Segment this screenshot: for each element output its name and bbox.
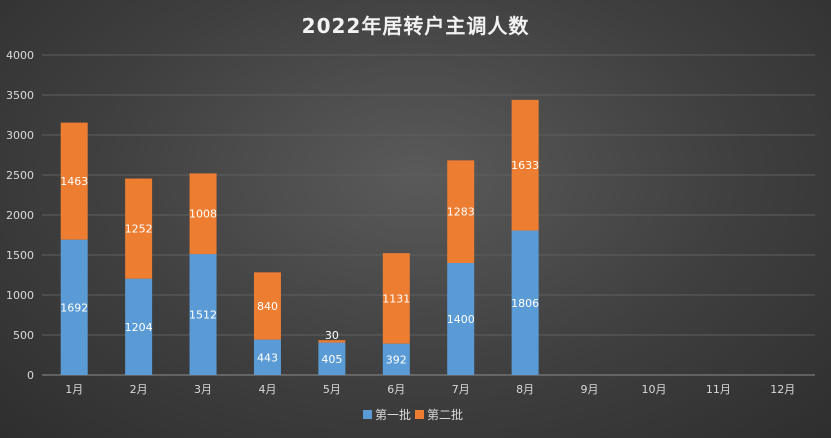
chart-title: 2022年居转户主调人数 [301, 14, 530, 38]
bars [60, 99, 539, 375]
bar-series2-8 [511, 99, 539, 231]
legend-swatch-2 [415, 410, 424, 419]
bar-series2-3 [189, 173, 217, 255]
y-axis-ticks: 0 500 1000 1500 2000 2500 3000 3500 4000 [6, 49, 34, 382]
x-axis-ticks: 1月 2月 3月 4月 5月 6月 7月 8月 9月 10月 11月 12月 [65, 383, 795, 396]
x-tick-label-7: 7月 [452, 383, 470, 396]
x-tick-label-12: 12月 [770, 383, 795, 396]
legend: 第一批 第二批 [363, 407, 463, 422]
bar-series1-4 [253, 339, 281, 375]
y-tick-label-1000: 1000 [6, 289, 34, 302]
bar-series2-5 [318, 340, 346, 343]
y-tick-label-3500: 3500 [6, 89, 34, 102]
x-tick-label-8: 8月 [516, 383, 534, 396]
bar-series1-1 [60, 239, 88, 375]
x-tick-label-6: 6月 [387, 383, 405, 396]
bar-series2-1 [60, 122, 88, 240]
y-tick-label-3000: 3000 [6, 129, 34, 142]
bar-series2-2 [125, 178, 153, 279]
data-label-series1-2: 1204 [125, 321, 153, 334]
data-label-series2-2: 1252 [125, 223, 153, 236]
data-label-series2-4: 840 [257, 300, 278, 313]
legend-label-2: 第二批 [427, 407, 463, 422]
data-label-series1-4: 443 [257, 351, 278, 364]
bar-series1-5 [318, 342, 346, 375]
legend-label-1: 第一批 [375, 407, 411, 422]
data-label-series1-3: 1512 [189, 309, 217, 322]
bar-series2-4 [253, 272, 281, 340]
y-tick-label-2500: 2500 [6, 169, 34, 182]
data-label-series1-6: 392 [386, 353, 407, 366]
bar-series1-6 [382, 343, 410, 375]
x-tick-label-3: 3月 [194, 383, 212, 396]
x-tick-label-5: 5月 [323, 383, 341, 396]
bar-series1-7 [447, 263, 475, 375]
x-tick-label-1: 1月 [65, 383, 83, 396]
data-label-series2-1: 1463 [60, 175, 88, 188]
bar-series2-6 [382, 253, 410, 344]
data-label-series2-6: 1131 [382, 292, 410, 305]
y-tick-label-4000: 4000 [6, 49, 34, 62]
x-tick-label-10: 10月 [641, 383, 666, 396]
bar-series1-3 [189, 254, 217, 375]
data-labels: 1692 1463 1204 1252 1512 1008 443 840 405 30 392 11… [60, 159, 539, 366]
bar-series1-8 [511, 230, 539, 375]
x-tick-label-9: 9月 [581, 383, 599, 396]
bar-series2-7 [447, 160, 475, 263]
x-tick-label-2: 2月 [130, 383, 148, 396]
y-tick-label-1500: 1500 [6, 249, 34, 262]
y-tick-label-500: 500 [13, 329, 34, 342]
y-tick-label-0: 0 [27, 369, 34, 382]
x-tick-label-11: 11月 [706, 383, 731, 396]
y-gridlines [42, 54, 815, 376]
x-tick-label-4: 4月 [258, 383, 276, 396]
data-label-series2-7: 1283 [447, 206, 475, 219]
y-tick-label-2000: 2000 [6, 209, 34, 222]
data-label-series1-5: 405 [321, 353, 342, 366]
data-label-series2-3: 1008 [189, 208, 217, 221]
data-label-series1-1: 1692 [60, 301, 88, 314]
data-label-series1-7: 1400 [447, 313, 475, 326]
data-label-series1-8: 1806 [511, 297, 539, 310]
data-label-series2-5: 30 [325, 329, 339, 342]
legend-swatch-1 [363, 410, 372, 419]
bar-series1-2 [125, 278, 153, 375]
data-label-series2-8: 1633 [511, 159, 539, 172]
